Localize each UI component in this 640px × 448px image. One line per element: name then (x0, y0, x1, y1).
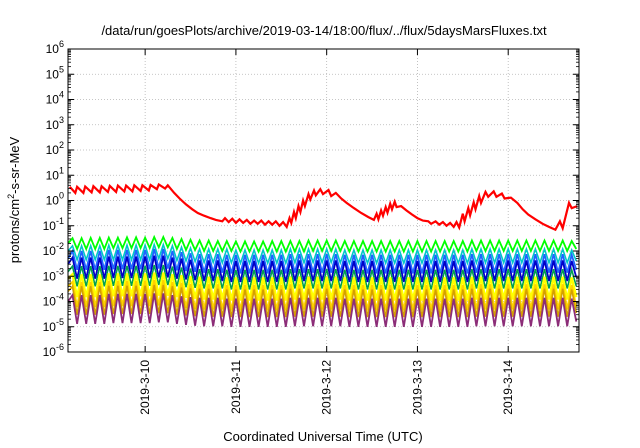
x-axis-ticks: 2019-3-10 2019-3-11 2019-3-12 2019-3-13 2019… (138, 49, 515, 415)
y-axis-label-sup: 2 (6, 194, 16, 199)
series-line-3 (67, 241, 578, 266)
series-line-10 (67, 292, 578, 327)
chart-title: /data/run/goesPlots/archive/2019-03-14/1… (101, 23, 547, 38)
x-tick-label: 2019-3-14 (501, 360, 515, 415)
y-axis-label-rest: -s-sr-MeV (7, 136, 22, 193)
y-tick-label: 10-3 (43, 266, 64, 283)
x-axis-label: Coordinated Universal Time (UTC) (223, 429, 422, 444)
y-tick-label: 10-4 (43, 292, 64, 309)
x-tick-label: 2019-3-13 (410, 360, 424, 415)
y-axis-label: protons/cm2-s-sr-MeV (6, 136, 22, 263)
series-line-4 (67, 248, 578, 274)
y-tick-label: 10-5 (43, 317, 64, 334)
x-tick-label: 2019-3-10 (138, 360, 152, 415)
y-tick-label: 10-1 (43, 216, 64, 233)
y-tick-label: 10-2 (43, 241, 64, 258)
x-tick-label: 2019-3-12 (320, 360, 334, 415)
y-tick-label: 104 (46, 90, 64, 107)
x-tick-label: 2019-3-11 (229, 360, 243, 414)
series-line-1 (68, 182, 578, 232)
y-axis-label-base: protons/cm (7, 199, 22, 263)
y-axis-ticks: 10-6 10-5 10-4 10-3 10-2 10-1 100 101 102 103 104 1… (43, 39, 579, 359)
y-tick-label: 103 (46, 115, 64, 132)
series-line-6 (67, 264, 578, 290)
series-lines (67, 182, 578, 327)
y-tick-label: 102 (46, 140, 64, 157)
y-tick-label: 101 (46, 165, 64, 182)
series-line-2 (67, 234, 578, 254)
y-tick-label: 100 (46, 191, 64, 208)
series-line-5 (67, 255, 578, 283)
y-tick-label: 10-6 (43, 342, 64, 359)
y-tick-label: 105 (46, 64, 64, 81)
series-line-9 (67, 284, 578, 318)
y-tick-label: 106 (46, 39, 64, 56)
series-line-7 (67, 271, 578, 301)
series-line-8 (67, 279, 578, 311)
